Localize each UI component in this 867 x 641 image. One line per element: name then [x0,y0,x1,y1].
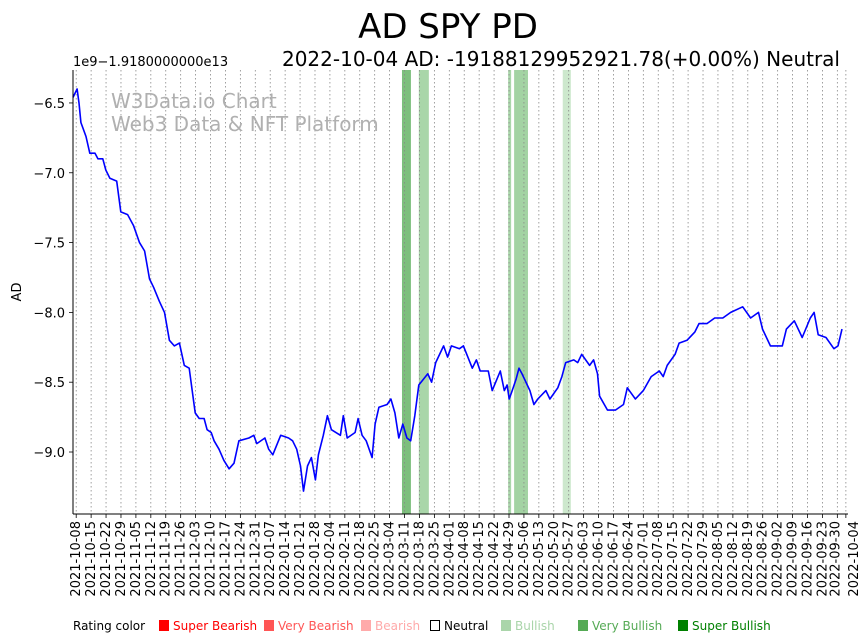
x-tick-label: 2021-10-29 [114,521,129,597]
legend-label-super-bullish: Super Bullish [692,619,771,633]
x-tick-label: 2022-04-29 [502,521,517,597]
rating-bands [401,70,571,514]
axes: 2021-10-08 2021-10-15 2021-10-22 2021-10-29… [33,70,862,597]
x-tick-label: 2021-12-03 [189,521,204,597]
x-tick-label: 2022-05-27 [562,521,577,597]
y-tick-label: −7.5 [33,237,65,252]
x-tick-label: 2021-12-24 [233,521,248,597]
x-tick-label: 2022-06-24 [621,521,636,597]
legend-label-very-bullish: Very Bullish [592,619,662,633]
rating-band-bullish [514,70,528,514]
x-tick-label: 2022-04-15 [472,521,487,597]
legend-label-bearish: Bearish [375,619,420,633]
legend-label-bullish: Bullish [515,619,555,633]
chart-title: AD SPY PD [358,7,538,47]
y-tick-label: −8.5 [33,376,65,391]
watermark-line-1: W3Data.io Chart [111,89,277,113]
x-tick-label: 2022-04-08 [457,521,472,597]
x-tick-label: 2022-06-03 [577,521,592,597]
x-tick-label: 2022-07-01 [636,521,651,597]
series-layer [72,88,843,492]
x-tick-label: 2022-09-02 [771,521,786,597]
watermark-line-2: Web3 Data & NFT Platform [111,112,379,136]
x-tick-label: 2021-11-12 [144,521,159,597]
x-tick-label: 2022-06-17 [606,521,621,597]
x-tick-label: 2022-08-26 [756,521,771,597]
legend-title: Rating color [73,619,145,633]
chart-subtitle: 2022-10-04 AD: -19188129952921.78(+0.00%… [282,47,840,71]
y-offset-label: 1e9−1.9180000000e13 [73,55,228,70]
grid-lines [75,70,847,514]
x-tick-label: 2022-03-11 [398,521,413,597]
legend-swatch-neutral [430,620,440,631]
x-tick-label: 2022-03-25 [427,521,442,597]
rating-band-bullish [508,70,512,514]
legend-swatch-super-bearish [159,620,169,631]
legend-label-neutral: Neutral [444,619,488,633]
rating-band-bullish [418,70,429,514]
x-tick-label: 2021-11-05 [129,521,144,597]
x-tick-label: 2022-01-28 [308,521,323,597]
x-tick-label: 2022-07-08 [651,521,666,597]
legend-label-super-bearish: Super Bearish [173,619,257,633]
x-tick-label: 2022-05-06 [517,521,532,597]
x-tick-label: 2021-12-17 [218,521,233,597]
legend-swatch-bullish [501,620,511,631]
x-tick-label: 2022-02-25 [368,521,383,597]
x-tick-label: 2022-09-23 [815,521,830,597]
x-tick-label: 2022-09-30 [828,521,843,597]
x-tick-label: 2021-10-22 [99,521,114,597]
x-tick-label: 2022-02-11 [338,521,353,597]
legend-swatch-very-bullish [578,620,588,631]
x-tick-label: 2021-10-15 [84,521,99,597]
y-tick-label: −9.0 [33,446,65,461]
x-tick-label: 2022-09-16 [800,521,815,597]
legend-swatch-super-bullish [678,620,688,631]
x-tick-label: 2022-01-14 [278,521,293,597]
x-tick-label: 2021-12-31 [248,521,263,597]
x-tick-label: 2022-10-04 [847,521,862,597]
x-tick-label: 2022-08-12 [726,521,741,597]
x-tick-label: 2022-05-13 [532,521,547,597]
x-tick-label: 2021-11-26 [174,521,189,597]
y-tick-label: −7.0 [33,167,65,182]
legend-swatch-very-bearish [264,620,274,631]
x-tick-label: 2022-06-10 [592,521,607,597]
legend: Rating color Super Bearish Very Bearish Bea… [73,619,771,633]
x-tick-label: 2021-11-19 [159,521,174,597]
x-tick-label: 2022-02-04 [323,521,338,597]
legend-label-very-bearish: Very Bearish [278,619,354,633]
rating-band-very-bullish [401,70,411,514]
x-tick-label: 2022-04-22 [487,521,502,597]
x-tick-label: 2021-10-08 [69,521,84,597]
x-tick-label: 2022-03-18 [412,521,427,597]
x-tick-label: 2022-02-18 [353,521,368,597]
x-tick-label: 2022-03-04 [383,521,398,597]
x-tick-label: 2022-07-29 [696,521,711,597]
rating-band-bullish [562,70,571,514]
x-tick-label: 2022-09-09 [786,521,801,597]
legend-swatch-bearish [361,620,371,631]
x-tick-label: 2022-05-20 [547,521,562,597]
x-tick-label: 2022-07-22 [681,521,696,597]
y-tick-label: −8.0 [33,306,65,321]
x-tick-label: 2022-07-15 [666,521,681,597]
x-tick-label: 2022-01-07 [263,521,278,597]
x-tick-label: 2022-01-21 [293,521,308,597]
x-tick-label: 2022-08-19 [741,521,756,597]
x-tick-label: 2021-12-10 [204,521,219,597]
x-tick-label: 2022-04-01 [442,521,457,597]
y-axis-label: AD [10,283,25,302]
ad-line [72,88,843,492]
x-tick-label: 2022-08-05 [711,521,726,597]
y-tick-label: −6.5 [33,97,65,112]
